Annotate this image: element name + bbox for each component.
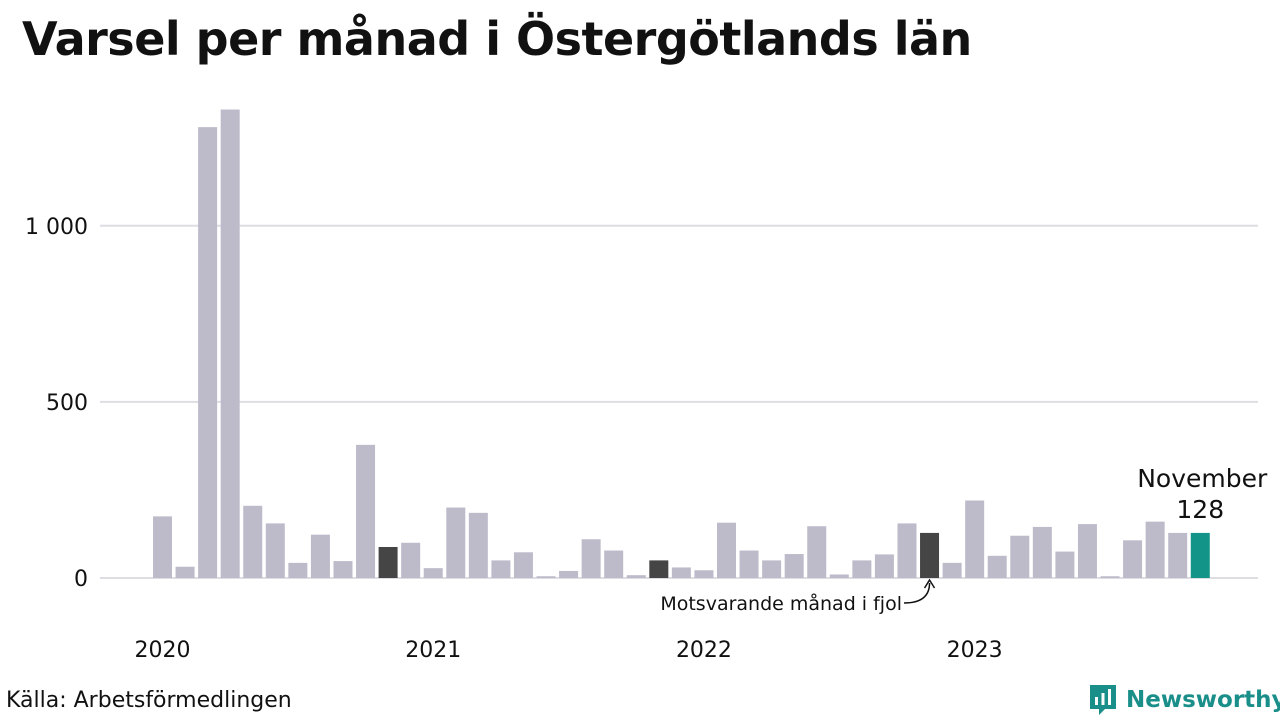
bar — [717, 522, 736, 578]
bar — [920, 532, 940, 578]
x-tick-label: 2021 — [405, 638, 461, 663]
bar — [175, 566, 195, 578]
bar — [965, 500, 985, 578]
bar — [1168, 532, 1188, 578]
previous-year-label: Motsvarande månad i fjol — [660, 592, 902, 615]
bar — [288, 562, 308, 578]
bar — [1010, 535, 1030, 578]
bar — [649, 560, 669, 578]
source-text: Källa: Arbetsförmedlingen — [6, 688, 292, 713]
bar — [897, 523, 917, 578]
bar — [1123, 540, 1143, 578]
bar — [401, 542, 421, 578]
bar — [559, 570, 579, 578]
previous-year-arrow — [903, 582, 931, 604]
bar — [536, 576, 556, 578]
arrowhead-icon — [923, 578, 936, 589]
bar — [784, 554, 804, 578]
y-tick-label: 0 — [74, 567, 88, 592]
newsworthy-logo: Newsworthy — [1088, 683, 1280, 717]
bar — [807, 526, 827, 578]
y-tick-label: 1 000 — [25, 215, 88, 240]
bar — [491, 560, 511, 578]
bar — [243, 505, 263, 578]
bar — [671, 567, 691, 578]
bar — [468, 512, 488, 578]
bar — [626, 575, 646, 578]
bar — [1055, 551, 1075, 578]
bar — [220, 109, 240, 578]
bar — [310, 534, 330, 578]
current-month-label: November — [1137, 464, 1268, 493]
bar — [739, 550, 759, 578]
x-tick-label: 2023 — [947, 638, 1003, 663]
bar — [942, 562, 962, 578]
bar — [423, 568, 443, 578]
y-tick-label: 500 — [46, 391, 88, 416]
current-value-label: 128 — [1176, 495, 1224, 524]
bar — [1145, 521, 1165, 578]
bar — [356, 444, 376, 578]
bar — [829, 574, 849, 578]
bar — [604, 550, 624, 578]
bar — [762, 560, 782, 578]
bar — [1190, 532, 1210, 578]
x-tick-label: 2020 — [135, 638, 191, 663]
bar — [1077, 524, 1097, 578]
bar — [987, 555, 1007, 578]
bar — [153, 516, 172, 578]
bar — [265, 523, 285, 578]
logo-text: Newsworthy — [1126, 687, 1280, 713]
x-tick-label: 2022 — [676, 638, 732, 663]
bar — [694, 570, 714, 578]
bar — [446, 507, 466, 578]
bar — [198, 127, 218, 578]
bar — [378, 547, 398, 578]
bar — [874, 554, 894, 578]
bar — [333, 561, 353, 578]
chart-title: Varsel per månad i Östergötlands län — [22, 12, 972, 66]
bar — [513, 552, 533, 578]
bar — [581, 539, 601, 578]
bar — [852, 560, 872, 578]
bar — [1100, 576, 1120, 578]
bar — [1032, 526, 1052, 578]
bar-chart-badge-icon — [1090, 685, 1116, 715]
